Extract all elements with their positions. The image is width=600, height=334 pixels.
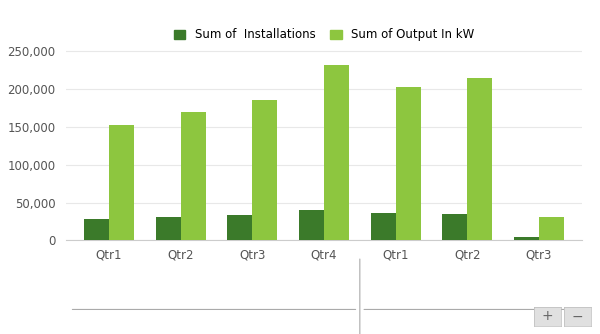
- Bar: [227, 215, 253, 240]
- Bar: [324, 65, 349, 240]
- Bar: [371, 213, 395, 240]
- Legend: Sum of  Installations, Sum of Output In kW: Sum of Installations, Sum of Output In k…: [169, 24, 479, 46]
- Text: −: −: [572, 310, 583, 323]
- Bar: [181, 112, 206, 240]
- Bar: [395, 88, 421, 240]
- Bar: [253, 100, 277, 240]
- Bar: [109, 125, 134, 240]
- Bar: [514, 237, 539, 240]
- Bar: [467, 77, 493, 240]
- Bar: [155, 217, 181, 240]
- Text: +: +: [542, 310, 553, 323]
- Bar: [299, 210, 324, 240]
- Bar: [84, 218, 109, 240]
- Bar: [539, 217, 564, 240]
- Bar: [442, 214, 467, 240]
